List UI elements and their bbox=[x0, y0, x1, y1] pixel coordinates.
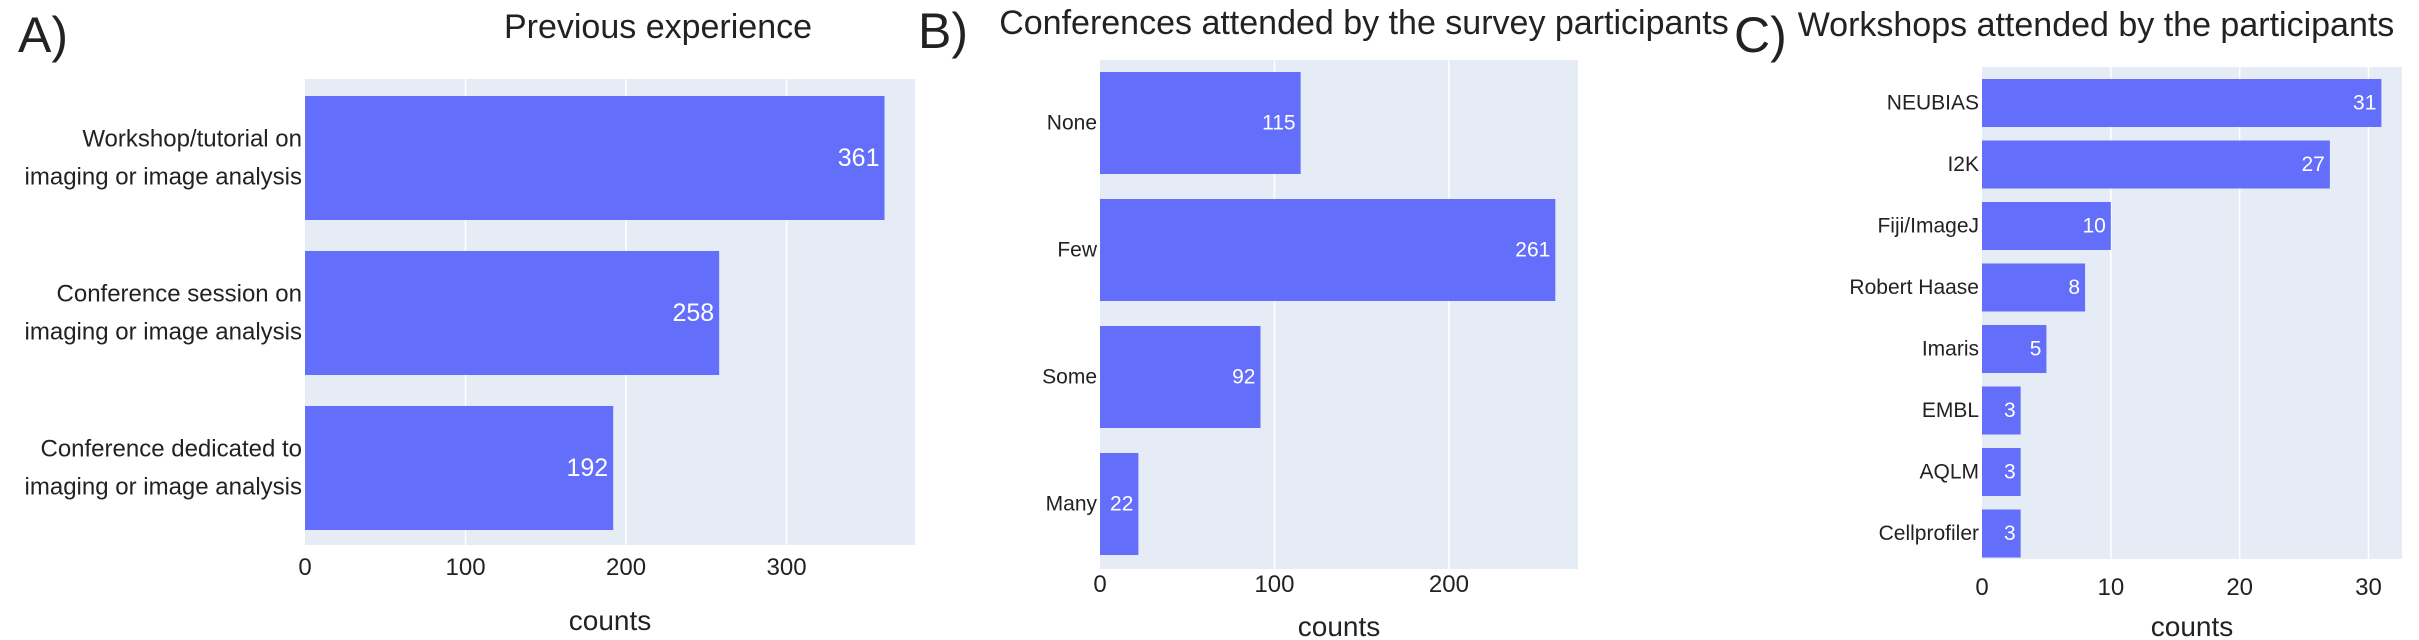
panel-3-x-tick-label: 10 bbox=[2097, 574, 2124, 601]
panel-2-x-axis-title: counts bbox=[1298, 611, 1381, 640]
panel-1-bar-value-label: 258 bbox=[672, 299, 714, 327]
panel-2-category-label-line: Many bbox=[1046, 493, 1098, 516]
panel-2-bar bbox=[1100, 326, 1261, 428]
panel-3-category-label-line: NEUBIAS bbox=[1887, 92, 1979, 115]
panel-3-title: Workshops attended by the participants bbox=[1798, 6, 2395, 44]
panel-1-bar bbox=[305, 406, 614, 530]
panel-2-category-label-line: None bbox=[1047, 112, 1097, 135]
panel-1-bar bbox=[305, 96, 885, 220]
panel-3-category-label-line: EMBL bbox=[1922, 399, 1979, 422]
panel-3-bar bbox=[1982, 202, 2111, 250]
panel-3-category-label-line: Fiji/ImageJ bbox=[1877, 215, 1979, 238]
panel-1-bar-value-label: 361 bbox=[838, 144, 880, 172]
panel-2-x-tick-label: 200 bbox=[1429, 571, 1469, 598]
panel-3-bar bbox=[1982, 325, 2047, 373]
panel-3-bar bbox=[1982, 386, 2021, 435]
panel-2-category-label: Few bbox=[1057, 239, 1098, 262]
panel-3-bar-value-label: 5 bbox=[2030, 338, 2042, 361]
panel-3-category-label: AQLM bbox=[1919, 461, 1979, 484]
panel-2-bar-value-label: 22 bbox=[1110, 493, 1133, 516]
panel-3-bar-value-label: 8 bbox=[2068, 276, 2080, 299]
panel-2-category-label-line: Few bbox=[1057, 239, 1098, 262]
panel-2-bar-value-label: 92 bbox=[1232, 366, 1255, 389]
panel-1-category-label-line: Conference session on bbox=[57, 281, 302, 308]
panel-2-x-tick-label: 0 bbox=[1093, 571, 1106, 598]
panel-1-category-label-line: Workshop/tutorial on bbox=[82, 126, 302, 153]
panel-2-x-tick-label: 100 bbox=[1254, 571, 1294, 598]
panel-1-category-label: Conference session on imaging or image an… bbox=[25, 281, 302, 346]
panel-3-bar-value-label: 10 bbox=[2082, 215, 2105, 238]
panel-3-bar-value-label: 27 bbox=[2301, 153, 2324, 176]
panel-2-category-label: Some bbox=[1042, 366, 1097, 389]
panel-3-category-label: Fiji/ImageJ bbox=[1877, 215, 1979, 238]
panel-3-bar-value-label: 3 bbox=[2004, 399, 2016, 422]
panel-2-bar bbox=[1100, 72, 1301, 174]
panel-3-category-label: Robert Haase bbox=[1849, 276, 1979, 299]
panel-1-bar bbox=[305, 251, 720, 375]
panel-2-panel-label: B) bbox=[918, 3, 968, 59]
panel-3-bar-value-label: 31 bbox=[2353, 92, 2376, 115]
panel-3-bar bbox=[1982, 509, 2021, 558]
panel-1-category-label-line: imaging or image analysis bbox=[25, 164, 302, 191]
panel-3-bar bbox=[1982, 79, 2382, 127]
panel-2-bar-value-label: 115 bbox=[1262, 112, 1295, 135]
panel-3-category-label: Imaris bbox=[1922, 338, 1979, 361]
panel-3-category-label: NEUBIAS bbox=[1887, 92, 1979, 115]
panel-3-bar bbox=[1982, 263, 2086, 312]
panel-1-panel-label: A) bbox=[18, 7, 68, 63]
panel-1-category-label-line: Conference dedicated to bbox=[40, 436, 302, 463]
panel-1-title: Previous experience bbox=[504, 8, 812, 46]
panel-3-category-label-line: Robert Haase bbox=[1849, 276, 1979, 299]
panel-2-bar bbox=[1100, 199, 1556, 301]
panel-1-category-label: Workshop/tutorial on imaging or image ana… bbox=[25, 126, 302, 191]
panel-1-x-tick-label: 100 bbox=[446, 554, 486, 581]
panel-2-category-label: Many bbox=[1046, 493, 1098, 516]
panel-1-category-label-line: imaging or image analysis bbox=[25, 474, 302, 501]
panel-3-category-label-line: Imaris bbox=[1922, 338, 1979, 361]
panel-1-x-axis-title: counts bbox=[569, 605, 652, 636]
panel-3-category-label-line: Cellprofiler bbox=[1879, 522, 1979, 545]
panel-3-x-axis-title: counts bbox=[2151, 611, 2234, 640]
panel-2-bar bbox=[1100, 453, 1139, 555]
panel-3-bar-value-label: 3 bbox=[2004, 522, 2016, 545]
panel-1-x-tick-label: 200 bbox=[606, 554, 646, 581]
panel-2-category-label: None bbox=[1047, 112, 1097, 135]
panel-3-x-tick-label: 20 bbox=[2226, 574, 2253, 601]
panel-3-category-label-line: AQLM bbox=[1919, 461, 1979, 484]
panel-3-bar bbox=[1982, 448, 2021, 496]
panel-1-category-label: Conference dedicated to imaging or image … bbox=[25, 436, 302, 501]
panel-1-x-tick-label: 300 bbox=[767, 554, 807, 581]
panel-2-category-label-line: Some bbox=[1042, 366, 1097, 389]
panel-3-category-label: EMBL bbox=[1922, 399, 1979, 422]
panel-3-x-tick-label: 30 bbox=[2355, 574, 2382, 601]
panel-3-bar-value-label: 3 bbox=[2004, 461, 2016, 484]
panel-3-category-label: Cellprofiler bbox=[1879, 522, 1979, 545]
panel-2-bar-value-label: 261 bbox=[1515, 239, 1550, 262]
panel-3-category-label: I2K bbox=[1947, 153, 1979, 176]
panel-1-x-tick-label: 0 bbox=[298, 554, 311, 581]
panel-2-title: Conferences attended by the survey parti… bbox=[999, 4, 1729, 42]
panel-1-category-label-line: imaging or image analysis bbox=[25, 319, 302, 346]
panel-3-panel-label: C) bbox=[1734, 7, 1787, 63]
panel-3-category-label-line: I2K bbox=[1947, 153, 1979, 176]
panel-3-bar bbox=[1982, 140, 2330, 189]
panel-3-x-tick-label: 0 bbox=[1975, 574, 1988, 601]
panel-1-bar-value-label: 192 bbox=[566, 454, 608, 482]
